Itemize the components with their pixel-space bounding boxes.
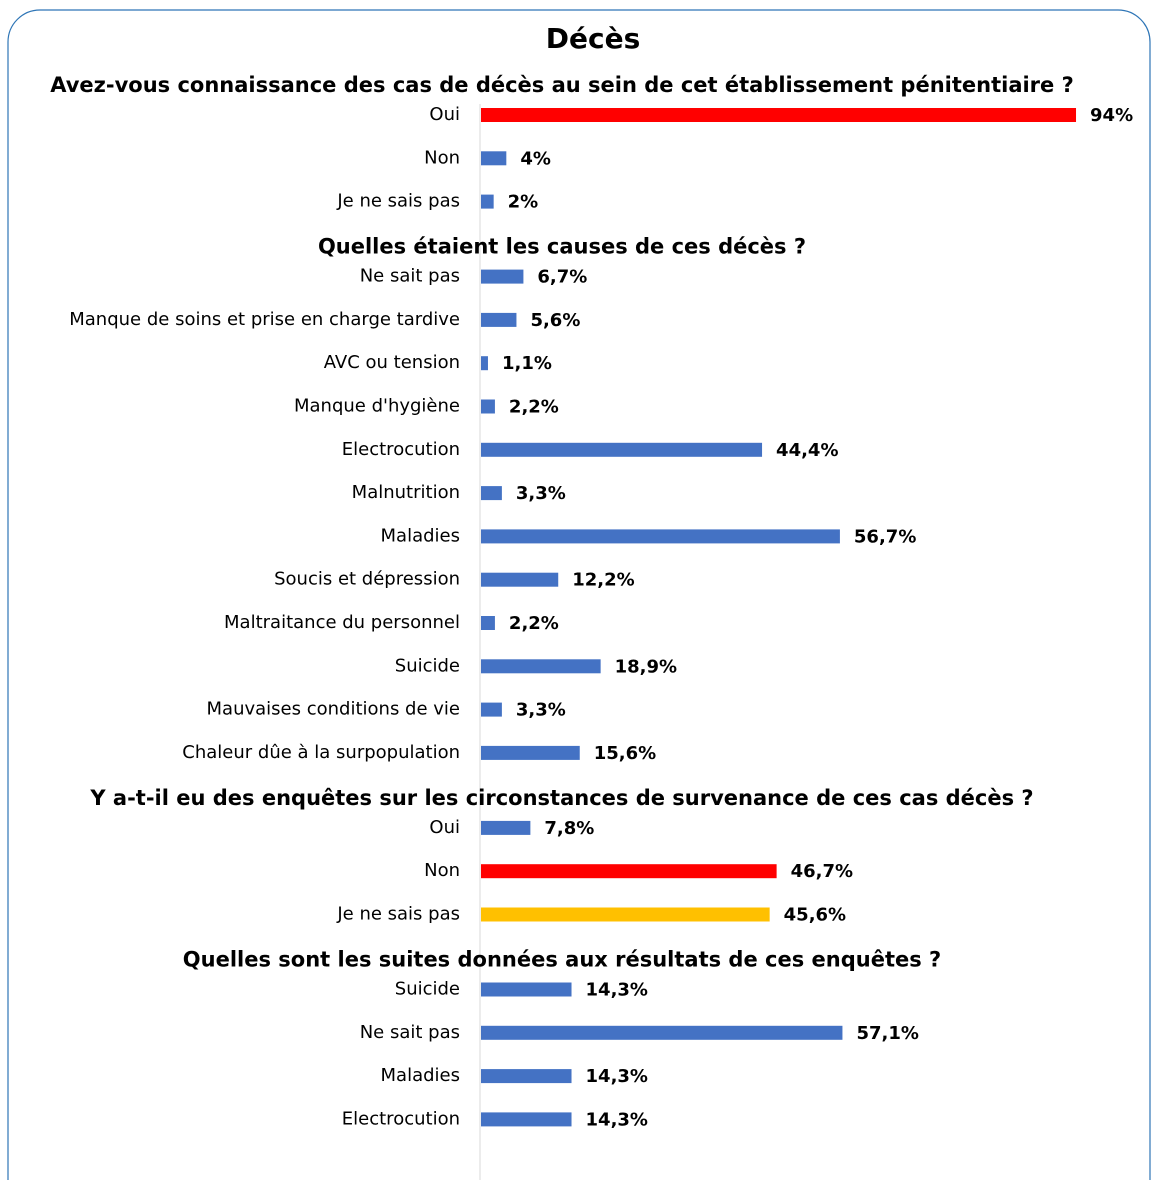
value-label: 14,3%	[586, 1066, 648, 1087]
bar	[481, 1025, 843, 1040]
bar	[481, 864, 777, 879]
frame	[7, 9, 1151, 1180]
category-label: Non	[424, 860, 460, 881]
value-label: 2,2%	[509, 397, 559, 418]
value-label: 2%	[508, 192, 539, 213]
value-label: 7,8%	[544, 818, 594, 839]
category-label: Non	[424, 147, 460, 168]
value-label: 6,7%	[537, 267, 587, 288]
category-label: Mauvaises conditions de vie	[207, 699, 460, 720]
category-label: Chaleur dûe à la surpopulation	[182, 742, 460, 763]
bar	[481, 616, 495, 630]
value-label: 12,2%	[572, 570, 634, 591]
bar	[481, 659, 601, 674]
category-label: Oui	[429, 104, 460, 125]
chart-title: Décès	[546, 22, 641, 55]
value-label: 94%	[1090, 105, 1133, 126]
category-label: Maltraitance du personnel	[224, 612, 460, 633]
bar	[481, 269, 524, 284]
bar	[481, 572, 559, 587]
category-label: Electrocution	[342, 1108, 460, 1129]
bar	[481, 486, 502, 501]
value-label: 18,9%	[615, 656, 677, 677]
category-label: AVC ou tension	[324, 352, 460, 373]
value-label: 56,7%	[854, 526, 916, 547]
value-label: 15,6%	[594, 743, 656, 764]
bar	[481, 1069, 572, 1084]
value-label: 2,2%	[509, 613, 559, 634]
bar	[481, 745, 580, 760]
value-label: 1,1%	[502, 353, 552, 374]
category-label: Suicide	[395, 655, 460, 676]
value-label: 3,3%	[516, 700, 566, 721]
section-title: Avez-vous connaissance des cas de décès …	[50, 73, 1074, 97]
category-label: Soucis et dépression	[274, 569, 460, 590]
bar	[481, 108, 1077, 122]
category-label: Manque d'hygiène	[294, 396, 460, 417]
category-label: Ne sait pas	[360, 266, 460, 287]
bar	[481, 312, 517, 327]
bar	[481, 1112, 572, 1127]
value-label: 5,6%	[530, 310, 580, 331]
bar	[481, 399, 495, 414]
bar	[481, 442, 763, 457]
category-label: Je ne sais pas	[336, 191, 460, 212]
category-label: Manque de soins et prise en charge tardi…	[69, 309, 460, 330]
section-title: Quelles sont les suites données aux résu…	[183, 948, 941, 972]
category-label: Ne sait pas	[360, 1022, 460, 1043]
bar	[481, 356, 488, 371]
category-label: Je ne sais pas	[336, 904, 460, 925]
section-title: Quelles étaient les causes de ces décès …	[318, 235, 806, 259]
section-title: Y a-t-il eu des enquêtes sur les circons…	[89, 786, 1033, 810]
bar	[481, 529, 840, 544]
value-label: 57,1%	[856, 1023, 918, 1044]
category-label: Oui	[429, 817, 460, 838]
bar	[481, 151, 507, 166]
value-label: 3,3%	[516, 483, 566, 504]
value-label: 14,3%	[586, 1109, 648, 1130]
category-label: Maladies	[381, 1065, 460, 1086]
value-label: 45,6%	[784, 905, 846, 926]
category-label: Maladies	[381, 525, 460, 546]
category-label: Suicide	[395, 979, 460, 1000]
value-label: 46,7%	[791, 861, 853, 882]
bar	[481, 907, 770, 922]
bar	[481, 982, 572, 997]
category-label: Malnutrition	[352, 482, 460, 503]
bar	[481, 702, 502, 717]
bar	[481, 820, 531, 835]
value-label: 14,3%	[586, 980, 648, 1001]
bar	[481, 194, 494, 209]
value-label: 44,4%	[776, 440, 838, 461]
value-label: 4%	[520, 148, 551, 169]
category-label: Electrocution	[342, 439, 460, 460]
